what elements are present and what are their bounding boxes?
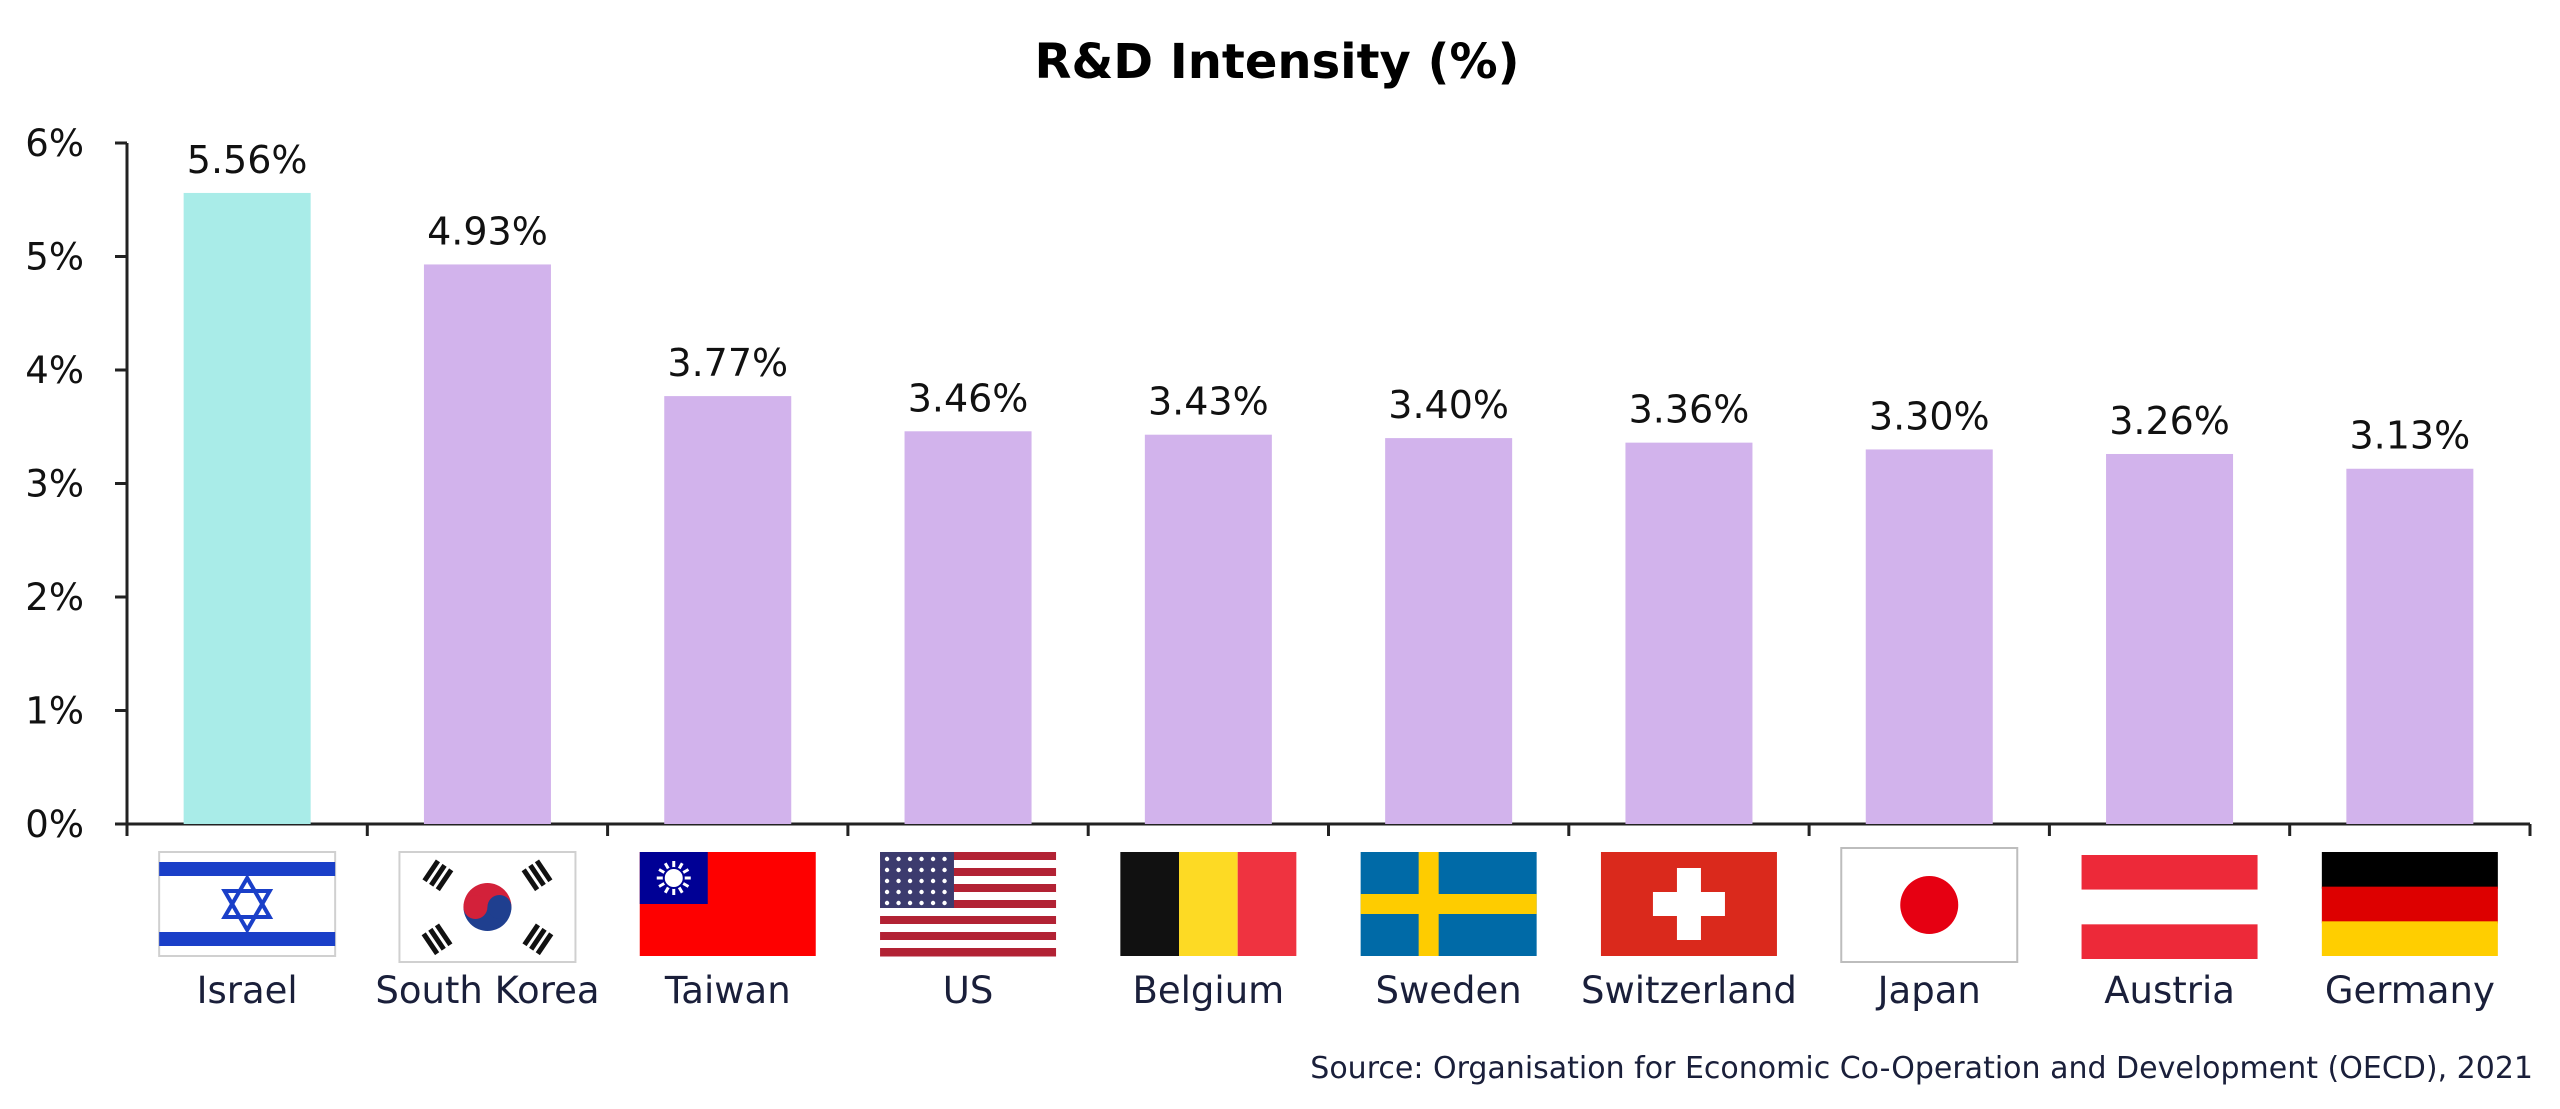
category-label: Sweden [1376,969,1522,1012]
data-label: 3.13% [2349,414,2470,458]
y-tick-label: 3% [25,463,84,506]
category-label: US [943,969,994,1012]
category-label: Switzerland [1581,969,1797,1012]
bar-us [904,431,1032,824]
y-axis: 0% 1% 2% 3% 4% 5% 6% [25,122,129,846]
category-label: Germany [2325,969,2495,1012]
data-label: 4.93% [427,209,548,253]
us-flag-icon [880,852,1057,957]
data-label: 3.36% [1629,388,1750,432]
y-tick-label: 4% [25,349,84,392]
taiwan-flag-icon [639,852,816,956]
category-label: Japan [1876,969,1981,1012]
data-label: 3.40% [1388,383,1509,427]
data-labels: 5.56% 4.93% 3.77% 3.46% 3.43% 3.40% 3.36% 3.30%… [187,138,2470,458]
switzerland-flag-icon [1600,852,1777,956]
data-label: 3.46% [908,376,1029,420]
data-label: 3.43% [1148,380,1269,424]
category-label: South Korea [375,969,599,1012]
x-axis [125,822,2532,836]
germany-flag-icon [2321,852,2498,956]
bar-switzerland [1625,442,1753,824]
bar-belgium [1144,434,1272,824]
category-label: Austria [2104,969,2235,1012]
source-note: Source: Organisation for Economic Co-Ope… [1310,1051,2533,1086]
bar-japan [1865,449,1993,824]
bar-south-korea [423,264,551,824]
y-tick-label: 0% [25,803,84,846]
y-tick-label: 5% [25,236,84,279]
israel-flag-icon [158,851,337,957]
category-label: Taiwan [664,969,791,1012]
austria-flag-icon [2081,855,2258,959]
data-label: 3.77% [667,341,788,385]
y-tick-label: 6% [25,122,84,165]
bar-sweden [1385,438,1513,824]
bar-taiwan [664,396,792,824]
chart-title: R&D Intensity (%) [1034,34,1519,90]
category-label: Belgium [1133,969,1285,1012]
category-labels: Israel South Korea Taiwan US Belgium Sweden Sw… [197,969,2495,1012]
belgium-flag-icon [1120,852,1297,956]
data-label: 5.56% [187,138,308,182]
bars [183,192,2474,824]
data-label: 3.30% [1869,394,1990,438]
y-tick-label: 1% [25,690,84,733]
bar-germany [2346,468,2474,824]
flags [158,847,2498,963]
category-label: Israel [197,969,298,1012]
south-korea-flag-icon [398,851,577,963]
data-label: 3.26% [2109,399,2230,443]
bar-israel [183,192,311,824]
bar-austria [2106,453,2234,824]
japan-flag-icon [1840,847,2019,963]
sweden-flag-icon [1360,852,1537,956]
y-tick-label: 2% [25,576,84,619]
